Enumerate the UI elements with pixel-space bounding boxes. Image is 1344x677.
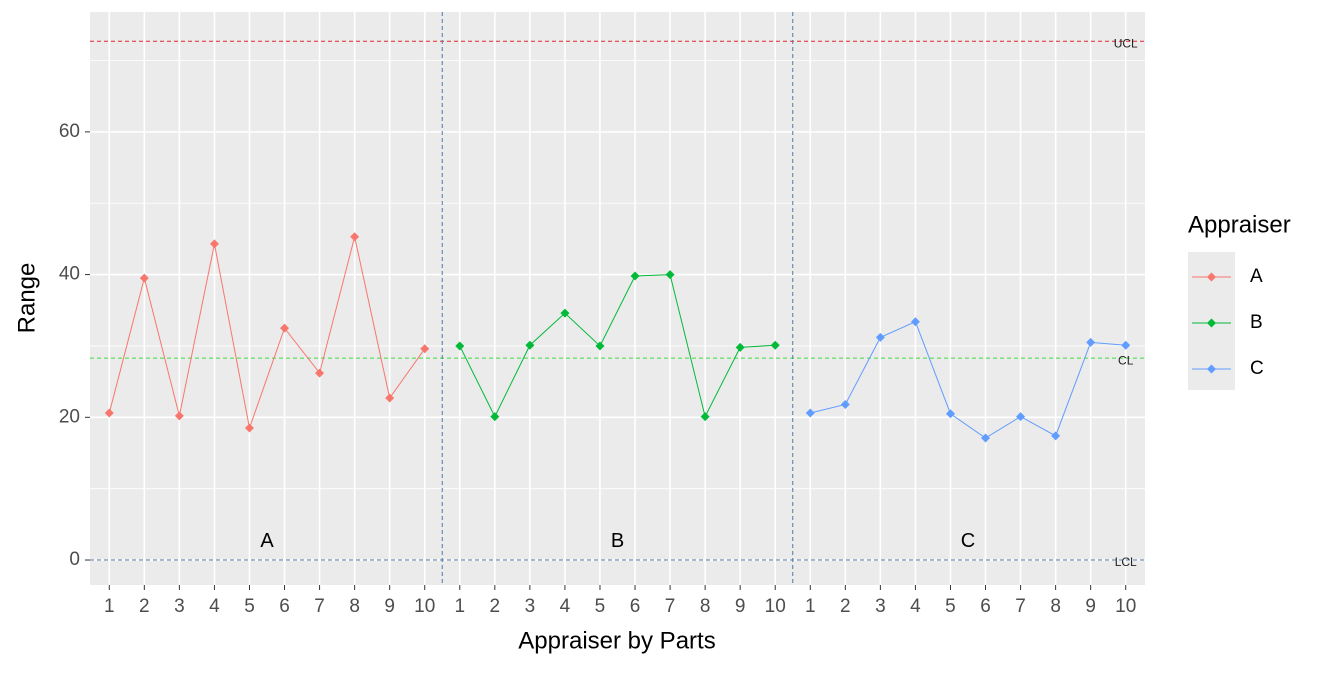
point [244, 423, 254, 433]
x-tick-label: 7 [314, 596, 325, 617]
x-tick-label: 2 [139, 596, 150, 617]
x-tick-label: 1 [104, 596, 115, 617]
point [1016, 412, 1026, 422]
x-tick-label: 3 [525, 596, 536, 617]
point [525, 340, 535, 350]
series-line [108, 236, 426, 430]
x-tick-label: 9 [1085, 596, 1096, 617]
legend-title: Appraiser [1188, 211, 1291, 238]
point [840, 399, 850, 409]
control-line-label: LCL [1115, 555, 1137, 569]
x-tick-label: 9 [384, 596, 395, 617]
point [385, 393, 395, 403]
y-tick-label: 0 [69, 549, 80, 570]
x-tick-label: 2 [490, 596, 501, 617]
legend-label: A [1250, 266, 1263, 287]
x-tick-label: 9 [735, 596, 746, 617]
x-axis-title: Appraiser by Parts [518, 627, 715, 654]
point [420, 344, 430, 354]
x-tick-label: 6 [279, 596, 290, 617]
x-tick-label: 10 [765, 596, 786, 617]
series-line [459, 274, 776, 419]
x-tick-label: 5 [945, 596, 956, 617]
point [910, 317, 920, 327]
point [174, 411, 184, 421]
y-axis-title: Range [13, 263, 40, 334]
control-line-label: CL [1118, 353, 1134, 367]
legend-key-point [1207, 272, 1216, 282]
group-label: B [611, 530, 624, 552]
group-label: C [961, 530, 975, 552]
point [1121, 340, 1131, 350]
plot-panel [90, 12, 1145, 585]
point [1051, 431, 1061, 441]
x-tick-label: 3 [875, 596, 886, 617]
x-tick-label: 1 [805, 596, 816, 617]
x-tick-label: 1 [454, 596, 465, 617]
point [700, 412, 710, 422]
x-tick-label: 5 [595, 596, 606, 617]
legend-label: B [1250, 312, 1263, 333]
point [1086, 337, 1096, 347]
x-tick-label: 10 [1115, 596, 1136, 617]
point [455, 341, 465, 351]
x-tick-label: 4 [560, 596, 571, 617]
point [875, 332, 885, 342]
point [805, 408, 815, 418]
point [315, 368, 325, 378]
point [350, 232, 360, 242]
x-tick-label: 4 [910, 596, 921, 617]
legend-key-point [1207, 364, 1216, 374]
x-tick-label: 4 [209, 596, 220, 617]
point [735, 342, 745, 352]
x-tick-label: 3 [174, 596, 185, 617]
x-tick-label: 8 [1050, 596, 1061, 617]
point [139, 273, 149, 283]
x-tick-label: 6 [980, 596, 991, 617]
legend-label: C [1250, 358, 1264, 379]
point [280, 323, 290, 333]
y-tick-label: 20 [59, 406, 80, 427]
group-label: A [260, 530, 274, 552]
point [490, 412, 500, 422]
x-tick-label: 2 [840, 596, 851, 617]
x-tick-label: 8 [349, 596, 360, 617]
y-tick-label: 60 [59, 121, 80, 142]
point [104, 408, 114, 418]
point [770, 340, 780, 350]
legend-key-point [1207, 318, 1216, 328]
point [981, 433, 991, 443]
y-tick-label: 40 [59, 264, 80, 285]
x-tick-label: 6 [630, 596, 641, 617]
x-tick-label: 7 [665, 596, 676, 617]
point [595, 341, 605, 351]
point [560, 308, 570, 318]
point [945, 409, 955, 419]
x-tick-label: 7 [1015, 596, 1026, 617]
point [665, 270, 675, 280]
point [630, 271, 640, 281]
control-line-label: UCL [1114, 36, 1138, 50]
point [209, 239, 219, 249]
x-tick-label: 5 [244, 596, 255, 617]
x-tick-label: 10 [414, 596, 435, 617]
series-line [810, 321, 1126, 439]
x-tick-label: 8 [700, 596, 711, 617]
